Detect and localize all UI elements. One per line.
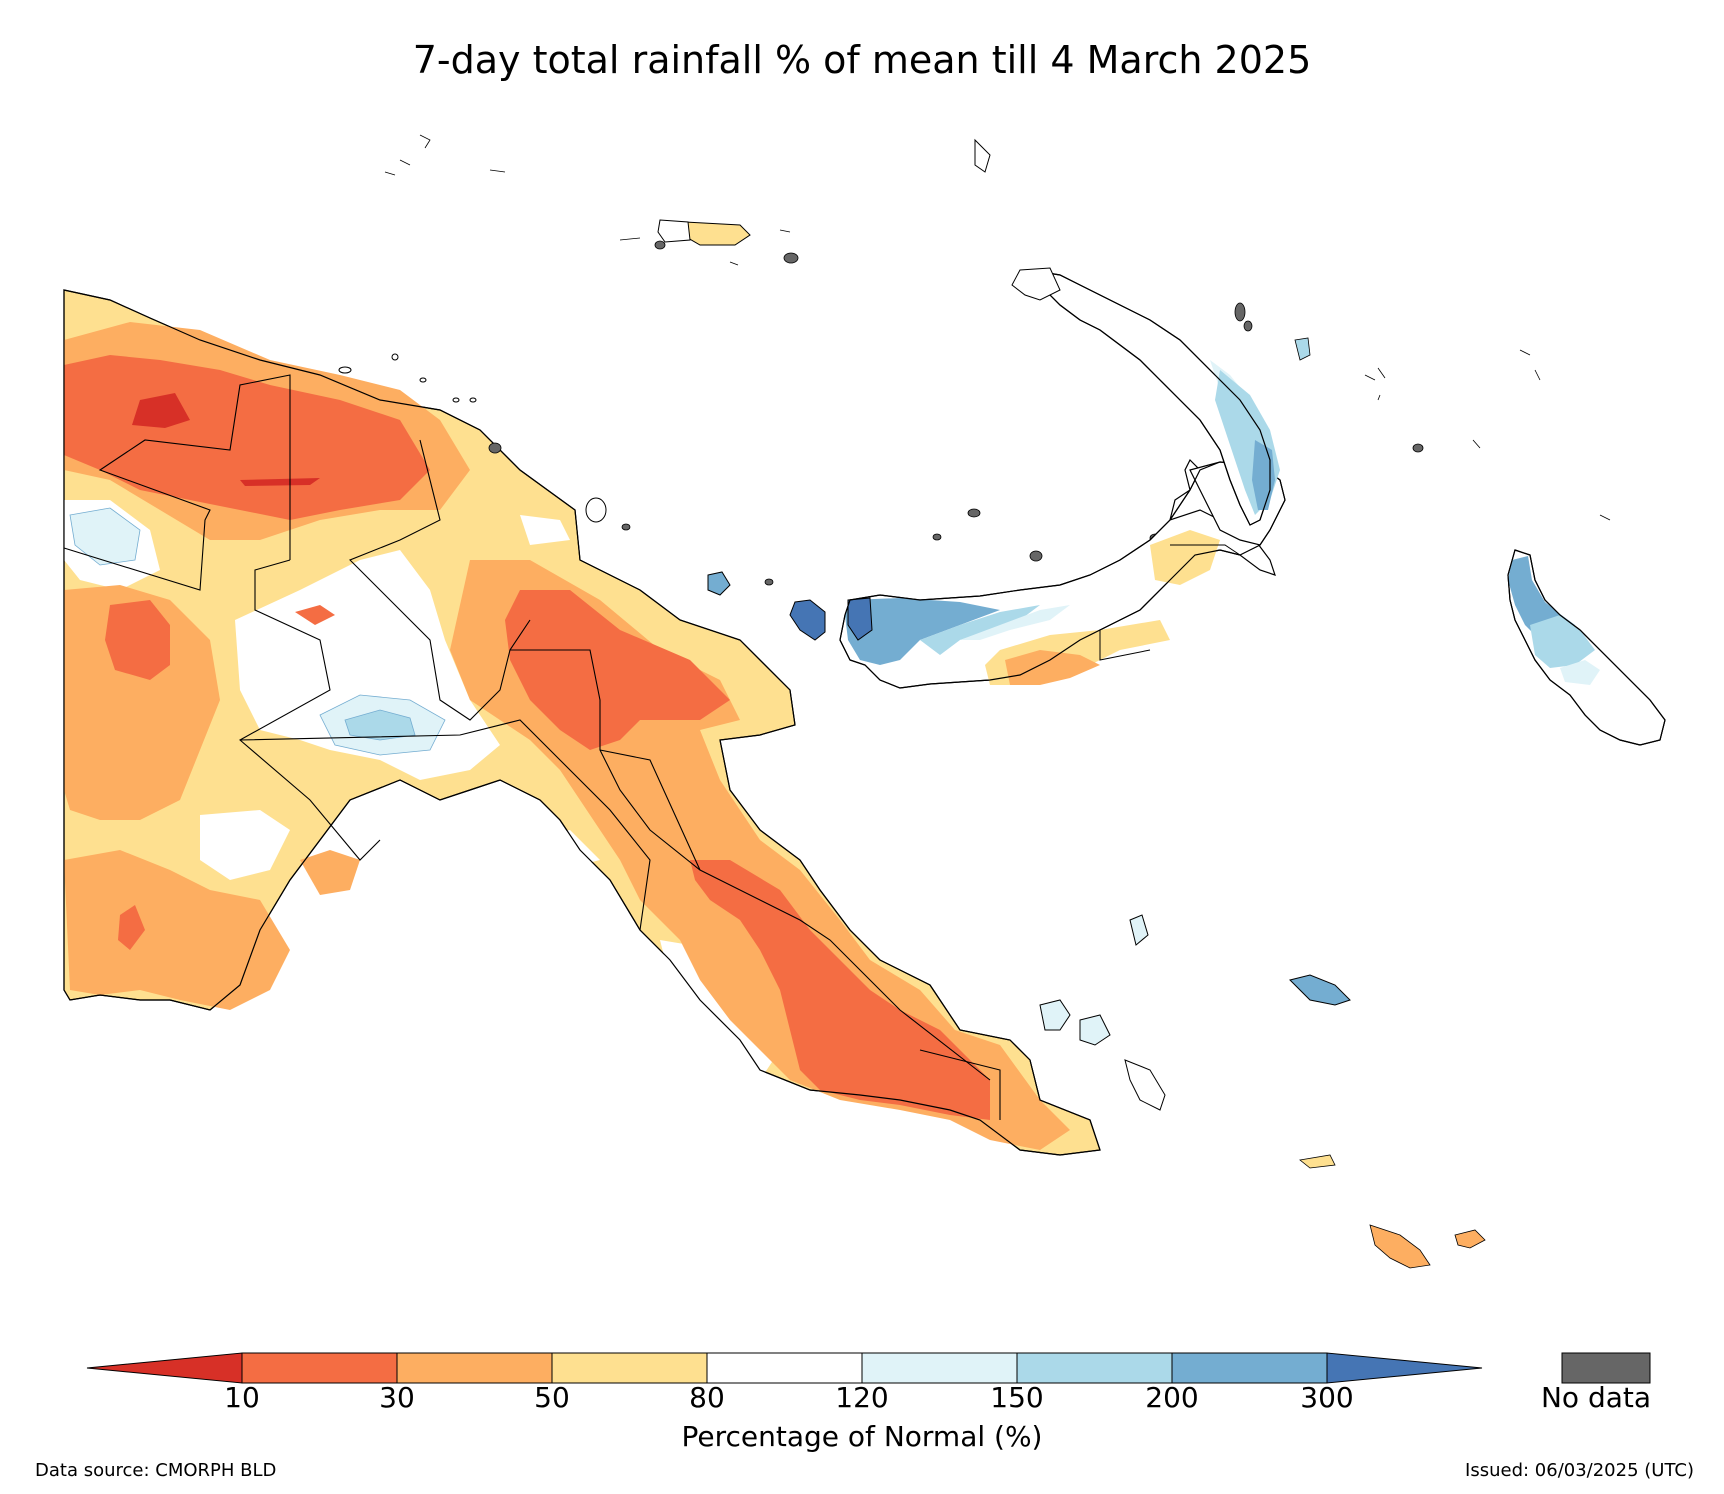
new-hanover: [974, 138, 1061, 301]
mainland-redorange-central: [505, 590, 730, 750]
mainland-redorange-west: [105, 600, 170, 680]
cbar-50-80: [551, 1352, 708, 1384]
mainland-midblue-highlands: [344, 709, 416, 741]
cbar-30-50: [396, 1352, 553, 1384]
mainland-coastline: [63, 289, 1101, 1156]
mainland-lightblue-west: [69, 507, 141, 566]
northern-atolls: [384, 134, 1611, 521]
colorbar: [86, 1352, 1651, 1384]
mainland-red-line: [240, 478, 320, 486]
mainland-white-east-coast: [520, 830, 600, 870]
nodata-islands: [488, 240, 1424, 586]
new-britain-darkblue-west: [847, 597, 873, 641]
bougainville-lightblue: [1560, 660, 1600, 685]
scattered-islands-blue: [1039, 337, 1351, 1111]
cbar-tick-10: 10: [224, 1381, 260, 1414]
issued-date: Issued: 06/03/2025 (UTC): [1465, 1460, 1694, 1481]
mainland-orange-west: [64, 585, 220, 820]
umboi-islands: [707, 571, 826, 641]
milne-bay-islands: [1299, 1154, 1486, 1269]
data-source: Data source: CMORPH BLD: [35, 1460, 277, 1481]
mainland-redorange-small: [295, 605, 335, 625]
cbar-200-300: [1171, 1352, 1328, 1384]
map-title: 7-day total rainfall % of mean till 4 Ma…: [412, 38, 1312, 82]
cbar-tick-200: 200: [1145, 1381, 1199, 1414]
cbar-tick-80: 80: [689, 1381, 725, 1414]
mainland-white-south: [200, 810, 290, 880]
mainland-png: [63, 289, 1101, 1156]
mainland-redorange-southspot: [118, 905, 145, 950]
mainland-red-spot: [132, 393, 190, 428]
mainland-white-madang: [520, 515, 570, 545]
new-britain-lightblue: [920, 605, 1040, 655]
provincial-boundaries: [63, 374, 1001, 1120]
cbar-tick-50: 50: [534, 1381, 570, 1414]
mainland-white-papuan: [660, 940, 780, 1080]
new-britain: [839, 458, 1286, 689]
no-data-label: No data: [1540, 1381, 1652, 1414]
cbar-tick-150: 150: [990, 1381, 1044, 1414]
cbar-below-10: [86, 1352, 243, 1384]
cbar-tick-300: 300: [1300, 1381, 1354, 1414]
cbar-tick-120: 120: [835, 1381, 889, 1414]
manus-islands: [619, 219, 791, 266]
new-britain-orange: [1005, 650, 1100, 685]
cbar-no-data: [1561, 1352, 1651, 1384]
mainland-redorange-papuan: [690, 860, 990, 1120]
small-islands-north: [338, 353, 607, 523]
colorbar-label: Percentage of Normal (%): [681, 1420, 1043, 1453]
mainland-orange-southwest: [64, 850, 290, 1010]
new-britain-yellow-east: [1150, 530, 1220, 585]
bougainville-midblue: [1530, 615, 1595, 668]
cbar-tick-30: 30: [379, 1381, 415, 1414]
new-britain-verylightblue: [960, 605, 1070, 640]
cbar-150-200: [1016, 1352, 1173, 1384]
cbar-120-150: [861, 1352, 1018, 1384]
mainland-orange-south-spot: [300, 850, 360, 895]
cbar-above-300: [1326, 1352, 1483, 1384]
bougainville: [1507, 549, 1666, 746]
cbar-80-120: [706, 1352, 863, 1384]
new-britain-blue-west: [845, 598, 1000, 665]
cbar-10-30: [241, 1352, 398, 1384]
new-ireland: [1024, 269, 1280, 526]
mainland-redorange-north: [64, 355, 430, 520]
